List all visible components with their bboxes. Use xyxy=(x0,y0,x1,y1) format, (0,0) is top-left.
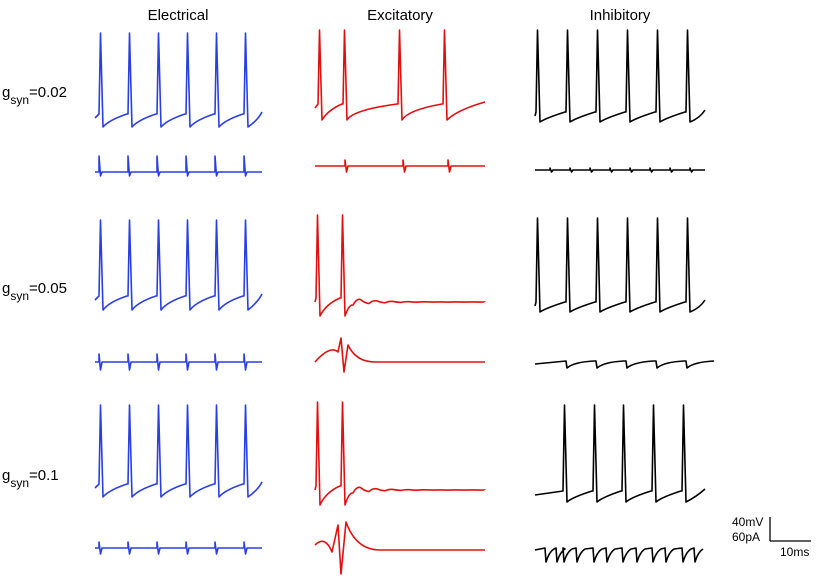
column-title: Excitatory xyxy=(367,7,433,24)
scale-label: 40mV xyxy=(732,515,763,529)
symbol: g xyxy=(2,84,10,101)
symbol: g xyxy=(2,280,10,297)
trace xyxy=(534,360,715,369)
scale-label: 10ms xyxy=(780,545,809,559)
subscript: syn xyxy=(10,289,29,303)
trace xyxy=(314,521,485,575)
subscript: syn xyxy=(10,93,29,107)
trace xyxy=(534,404,706,503)
subscript: syn xyxy=(10,476,29,490)
trace xyxy=(535,167,705,173)
trace xyxy=(95,541,262,555)
trace xyxy=(315,159,485,173)
trace xyxy=(94,404,263,498)
trace xyxy=(314,337,485,373)
value: =0.1 xyxy=(29,467,59,484)
column-title: Inhibitory xyxy=(590,7,651,24)
trace xyxy=(314,29,486,121)
trace xyxy=(95,155,262,177)
trace xyxy=(94,32,263,128)
column-title: Electrical xyxy=(148,7,209,24)
scale-bar: 40mV 60pA 10ms xyxy=(732,515,811,559)
scale-label: 60pA xyxy=(732,530,760,544)
row-label: gsyn=0.02 xyxy=(2,84,67,107)
row-label: gsyn=0.05 xyxy=(2,280,67,303)
trace xyxy=(94,219,263,311)
trace xyxy=(534,29,706,123)
row-label: gsyn=0.1 xyxy=(2,467,59,490)
trace xyxy=(314,214,486,317)
trace xyxy=(534,217,706,313)
symbol: g xyxy=(2,467,10,484)
value: =0.02 xyxy=(29,84,67,101)
trace xyxy=(95,353,262,371)
trace xyxy=(314,401,486,506)
trace xyxy=(534,547,704,563)
value: =0.05 xyxy=(29,280,67,297)
